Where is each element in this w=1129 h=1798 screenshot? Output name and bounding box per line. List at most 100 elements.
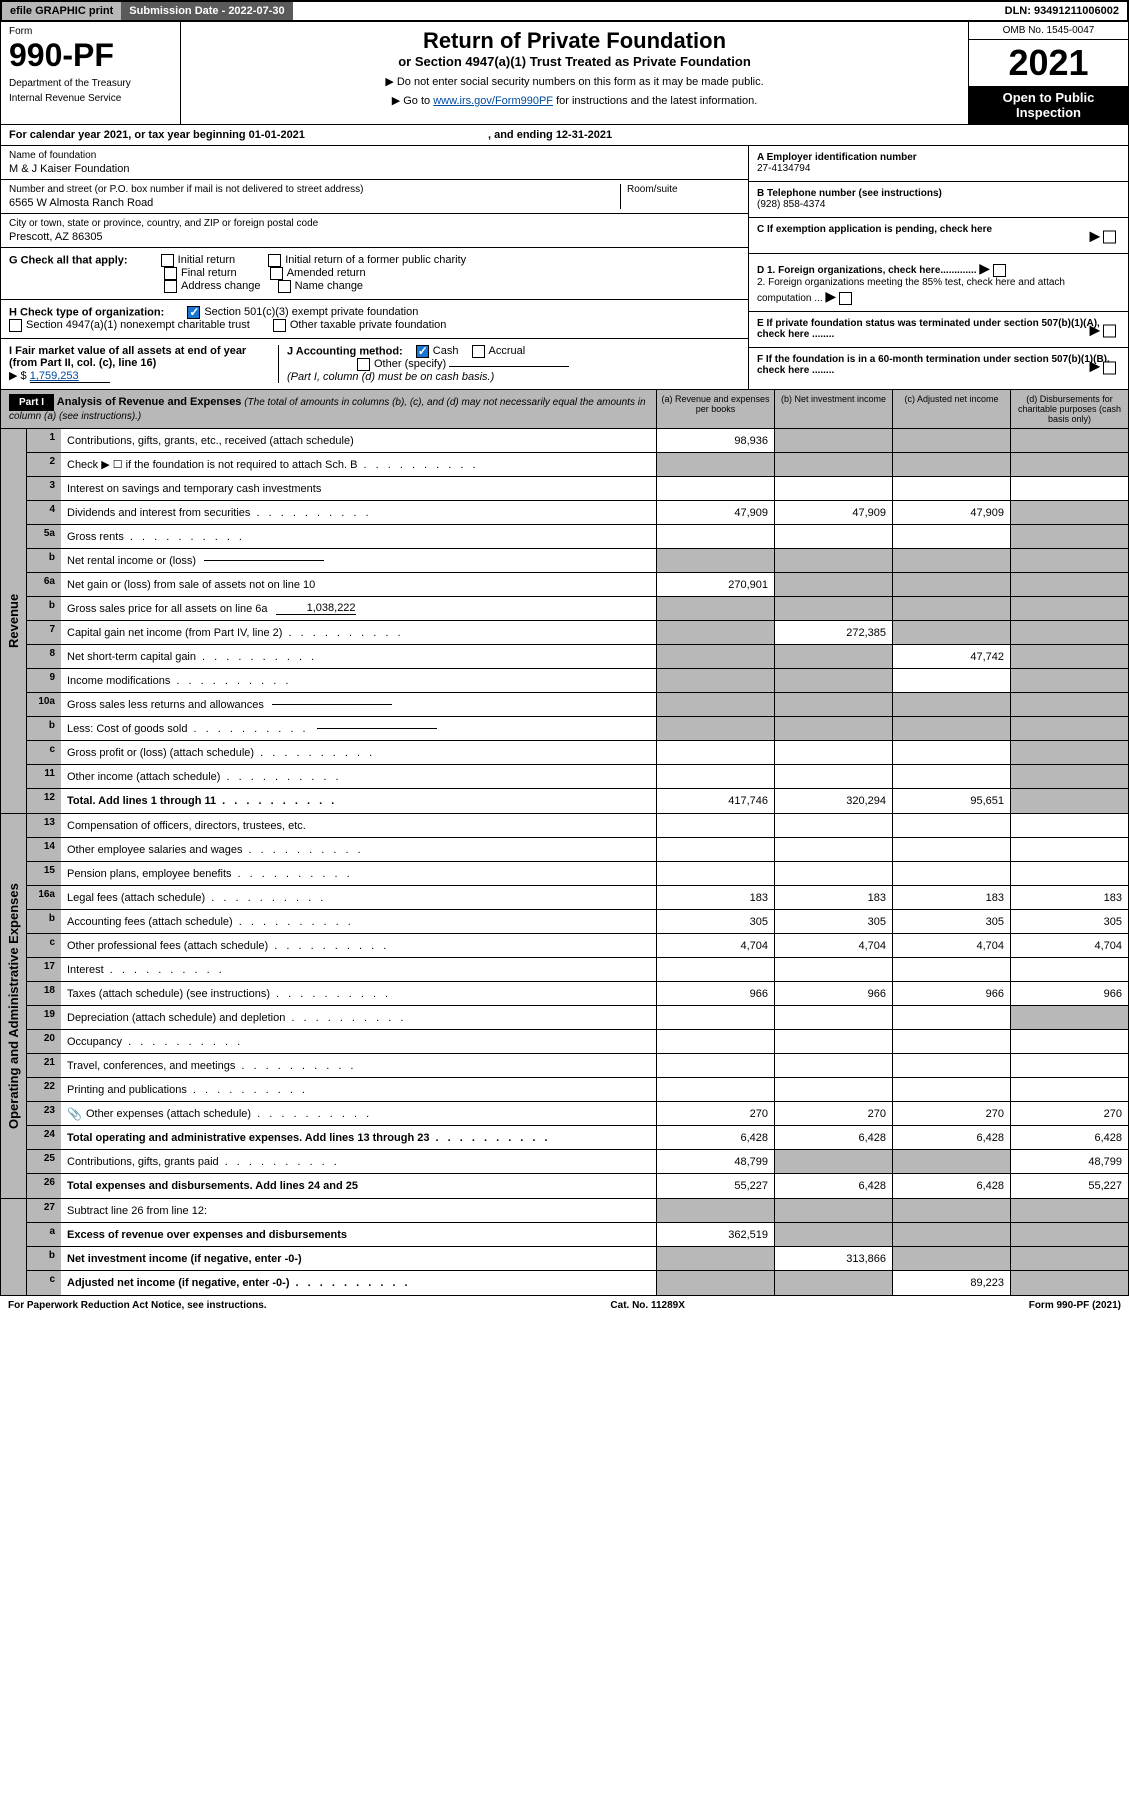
instr-link[interactable]: www.irs.gov/Form990PF xyxy=(433,95,553,107)
table-row: bAccounting fees (attach schedule)305305… xyxy=(27,910,1128,934)
cell-a xyxy=(656,717,774,740)
check-other-acct[interactable] xyxy=(357,358,370,371)
revenue-table: Revenue 1Contributions, gifts, grants, e… xyxy=(0,429,1129,814)
cell-c xyxy=(892,1223,1010,1246)
cell-a xyxy=(656,1030,774,1053)
cell-b: 270 xyxy=(774,1102,892,1125)
foundation-addr: 6565 W Almosta Ranch Road xyxy=(9,197,620,209)
tax-year: 2021 xyxy=(969,40,1128,86)
cal-end: , and ending 12-31-2021 xyxy=(488,129,612,141)
phone: (928) 858-4374 xyxy=(757,199,1120,210)
dln: DLN: 93491211006002 xyxy=(997,2,1127,20)
check-accrual[interactable] xyxy=(472,345,485,358)
row-desc: Gross sales price for all assets on line… xyxy=(61,597,656,620)
table-row: 5aGross rents xyxy=(27,525,1128,549)
submission-date: Submission Date - 2022-07-30 xyxy=(121,2,292,20)
cell-b xyxy=(774,669,892,692)
cell-dd: 6,428 xyxy=(1010,1126,1128,1149)
check-4947[interactable] xyxy=(9,319,22,332)
cell-dd xyxy=(1010,789,1128,813)
col-a-hdr: (a) Revenue and expenses per books xyxy=(656,390,774,428)
check-final[interactable] xyxy=(164,267,177,280)
cell-b xyxy=(774,838,892,861)
check-d2[interactable] xyxy=(839,292,852,305)
check-d1[interactable] xyxy=(993,264,1006,277)
i-value[interactable]: 1,759,253 xyxy=(30,370,110,383)
cell-dd xyxy=(1010,477,1128,500)
row-desc: Occupancy xyxy=(61,1030,656,1053)
cell-dd xyxy=(1010,717,1128,740)
table-row: 24Total operating and administrative exp… xyxy=(27,1126,1128,1150)
cell-b xyxy=(774,549,892,572)
row-desc: Compensation of officers, directors, tru… xyxy=(61,814,656,837)
check-name[interactable] xyxy=(278,280,291,293)
check-cash[interactable] xyxy=(416,345,429,358)
cell-b: 966 xyxy=(774,982,892,1005)
check-501c3[interactable] xyxy=(187,306,200,319)
check-initial-former[interactable] xyxy=(268,254,281,267)
cell-a xyxy=(656,741,774,764)
row-num: c xyxy=(27,741,61,764)
row-num: 22 xyxy=(27,1078,61,1101)
cell-dd xyxy=(1010,501,1128,524)
row-num: 6a xyxy=(27,573,61,596)
cell-dd xyxy=(1010,838,1128,861)
row-desc: Total. Add lines 1 through 11 xyxy=(61,789,656,813)
efile-label[interactable]: efile GRAPHIC print xyxy=(2,2,121,20)
cell-a xyxy=(656,597,774,620)
row-num: b xyxy=(27,910,61,933)
cell-a xyxy=(656,549,774,572)
table-row: bNet investment income (if negative, ent… xyxy=(27,1247,1128,1271)
check-initial[interactable] xyxy=(161,254,174,267)
row-num: 2 xyxy=(27,453,61,476)
table-row: 27Subtract line 26 from line 12: xyxy=(27,1199,1128,1223)
row-desc: Contributions, gifts, grants paid xyxy=(61,1150,656,1173)
table-row: 19Depreciation (attach schedule) and dep… xyxy=(27,1006,1128,1030)
cell-dd xyxy=(1010,1006,1128,1029)
part1-title: Analysis of Revenue and Expenses xyxy=(57,396,242,408)
check-f[interactable] xyxy=(1103,361,1116,374)
row-desc: Net investment income (if negative, ente… xyxy=(61,1247,656,1270)
row-num: 11 xyxy=(27,765,61,788)
cell-c xyxy=(892,814,1010,837)
table-row: 16aLegal fees (attach schedule)183183183… xyxy=(27,886,1128,910)
cell-b: 47,909 xyxy=(774,501,892,524)
cell-c xyxy=(892,717,1010,740)
row-desc: Pension plans, employee benefits xyxy=(61,862,656,885)
expenses-label: Operating and Administrative Expenses xyxy=(1,814,27,1198)
city-cell: City or town, state or province, country… xyxy=(1,214,748,248)
cell-c xyxy=(892,1006,1010,1029)
bottom-table: 27Subtract line 26 from line 12:aExcess … xyxy=(0,1199,1129,1296)
cell-a xyxy=(656,814,774,837)
cell-b xyxy=(774,1150,892,1173)
cell-c: 966 xyxy=(892,982,1010,1005)
cell-b: 313,866 xyxy=(774,1247,892,1270)
cell-b xyxy=(774,741,892,764)
cell-c xyxy=(892,1150,1010,1173)
row-desc: Gross rents xyxy=(61,525,656,548)
header-right: OMB No. 1545-0047 2021 Open to Public In… xyxy=(968,22,1128,124)
d-cell: D 1. Foreign organizations, check here..… xyxy=(749,254,1128,312)
dept: Department of the Treasury xyxy=(9,78,172,89)
table-row: 4Dividends and interest from securities4… xyxy=(27,501,1128,525)
attach-icon[interactable]: 📎 xyxy=(67,1107,82,1121)
row-desc: Interest on savings and temporary cash i… xyxy=(61,477,656,500)
row-num: 27 xyxy=(27,1199,61,1222)
check-e[interactable] xyxy=(1103,325,1116,338)
i-label: I Fair market value of all assets at end… xyxy=(9,345,246,369)
col-b-hdr: (b) Net investment income xyxy=(774,390,892,428)
cell-b: 6,428 xyxy=(774,1174,892,1198)
check-address[interactable] xyxy=(164,280,177,293)
cell-c: 270 xyxy=(892,1102,1010,1125)
cell-b xyxy=(774,814,892,837)
row-num: c xyxy=(27,1271,61,1295)
check-c[interactable] xyxy=(1103,231,1116,244)
cell-c xyxy=(892,958,1010,981)
info-grid: Name of foundation M & J Kaiser Foundati… xyxy=(0,146,1129,390)
cell-c xyxy=(892,597,1010,620)
cell-b xyxy=(774,573,892,596)
check-other-tax[interactable] xyxy=(273,319,286,332)
check-amended[interactable] xyxy=(270,267,283,280)
cell-c: 95,651 xyxy=(892,789,1010,813)
row-num: 19 xyxy=(27,1006,61,1029)
